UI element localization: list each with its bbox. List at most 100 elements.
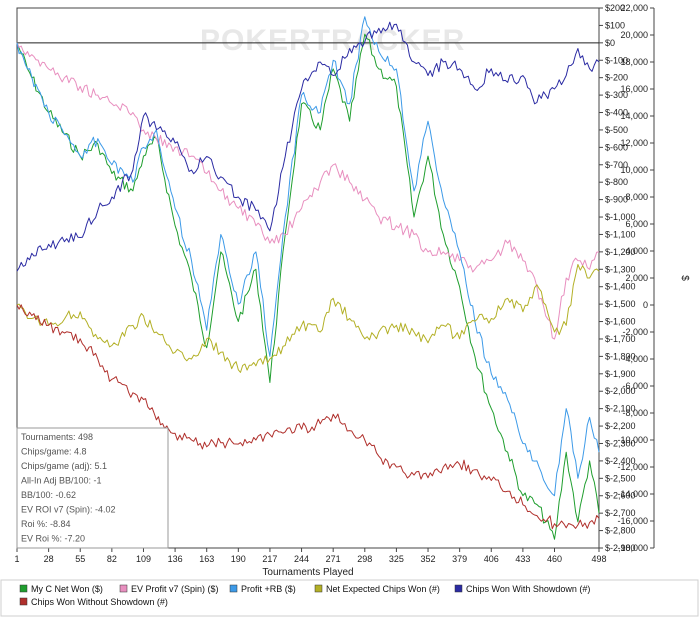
x-tick-label: 244 xyxy=(294,554,309,564)
left-y-tick-label: $-2,800 xyxy=(605,526,636,536)
left-y-tick-label: $-1,800 xyxy=(605,351,636,361)
stats-box-background xyxy=(16,427,169,549)
left-y-tick-label: $-700 xyxy=(605,160,628,170)
stats-line: BB/100: -0.62 xyxy=(21,490,76,500)
left-y-tick-label: $-2,200 xyxy=(605,421,636,431)
left-y-tick-label: $-500 xyxy=(605,125,628,135)
left-y-tick-label: $-1,300 xyxy=(605,264,636,274)
left-y-tick-label: $-2,100 xyxy=(605,404,636,414)
x-tick-label: 406 xyxy=(484,554,499,564)
right-y-tick-label: 16,000 xyxy=(620,84,648,94)
stats-line: Roi %: -8.84 xyxy=(21,519,71,529)
x-tick-label: 433 xyxy=(515,554,530,564)
x-tick-label: 217 xyxy=(262,554,277,564)
right-y-tick-label: 4,000 xyxy=(625,246,648,256)
x-axis-ticks: 1 28 55 82 109 136 163 190 217 244 271 298 325 352 379… xyxy=(14,548,607,564)
right-y-tick-label: -10,000 xyxy=(617,435,648,445)
x-tick-label: 271 xyxy=(326,554,341,564)
x-tick-label: 82 xyxy=(107,554,117,564)
left-y-tick-label: $-800 xyxy=(605,177,628,187)
x-tick-label: 136 xyxy=(168,554,183,564)
left-y-tick-label: $-2,000 xyxy=(605,386,636,396)
legend-label: Net Expected Chips Won (#) xyxy=(326,584,440,594)
legend-label: Chips Won With Showdown (#) xyxy=(466,584,590,594)
right-y-tick-label: 2,000 xyxy=(625,273,648,283)
stats-line: EV Roi %: -7.20 xyxy=(21,534,85,544)
legend-label: My C Net Won ($) xyxy=(31,584,103,594)
legend-box xyxy=(0,579,699,617)
series-line xyxy=(16,304,600,530)
right-y-tick-label: 14,000 xyxy=(620,111,648,121)
left-y-tick-label: $-1,100 xyxy=(605,229,636,239)
left-y-tick-label: $-1,200 xyxy=(605,247,636,257)
stats-line: All-In Adj BB/100: -1 xyxy=(21,476,102,486)
right-y-tick-label: 12,000 xyxy=(620,138,648,148)
left-y-tick-label: $-1,500 xyxy=(605,299,636,309)
right-y-tick-label: 8,000 xyxy=(625,192,648,202)
x-tick-label: 163 xyxy=(199,554,214,564)
left-y-tick-label: $-300 xyxy=(605,90,628,100)
right-y-tick-label: 0 xyxy=(643,300,648,310)
legend-label: EV Profit v7 (Spin) ($) xyxy=(131,584,219,594)
right-y-axis-title: $ xyxy=(679,275,690,281)
left-y-tick-label: $-2,600 xyxy=(605,491,636,501)
left-y-tick-label: $-2,500 xyxy=(605,473,636,483)
x-tick-label: 190 xyxy=(231,554,246,564)
legend-swatch xyxy=(119,584,128,593)
x-tick-label: 55 xyxy=(75,554,85,564)
left-y-tick-label: $-2,400 xyxy=(605,456,636,466)
stats-line: Chips/game: 4.8 xyxy=(21,447,87,457)
series-layer xyxy=(16,16,600,540)
right-y-tick-label: 18,000 xyxy=(620,57,648,67)
series-line xyxy=(16,42,600,340)
x-tick-label: 298 xyxy=(357,554,372,564)
left-y-tick-label: $-1,400 xyxy=(605,282,636,292)
x-tick-label: 28 xyxy=(44,554,54,564)
x-tick-label: 109 xyxy=(136,554,151,564)
stats-line: EV ROI v7 (Spin): -4.02 xyxy=(21,505,116,515)
plot-frame xyxy=(16,7,600,549)
left-y-tick-label: $100 xyxy=(605,20,625,30)
right-y-axis: 22,000 20,000 18,000 16,000 14,000 12,000 10,0… xyxy=(617,3,655,553)
legend-swatch xyxy=(19,597,28,606)
legend-swatch xyxy=(229,584,238,593)
x-tick-label: 325 xyxy=(389,554,404,564)
right-y-tick-label: 20,000 xyxy=(620,30,648,40)
x-axis-title: Tournaments Played xyxy=(262,567,353,578)
left-y-tick-label: $-600 xyxy=(605,142,628,152)
left-y-tick-label: $-900 xyxy=(605,195,628,205)
left-y-axis: $200 $100 $0 $-100 $-200 $-300 $-400 $-500 $-600… xyxy=(599,3,636,553)
stats-lines: Tournaments: 498 Chips/game: 4.8 Chips/gam… xyxy=(21,432,116,544)
left-y-tick-label: $-100 xyxy=(605,55,628,65)
left-y-tick-label: $-1,700 xyxy=(605,334,636,344)
x-tick-label: 460 xyxy=(547,554,562,564)
left-y-tick-label: $-200 xyxy=(605,73,628,83)
x-tick-label: 498 xyxy=(591,554,606,564)
legend-swatch xyxy=(454,584,463,593)
series-line xyxy=(16,33,600,540)
legend: My C Net Won ($) EV Profit v7 (Spin) ($) P… xyxy=(0,579,699,617)
left-y-tick-label: $-1,900 xyxy=(605,369,636,379)
left-y-tick-label: $-2,900 xyxy=(605,543,636,553)
x-tick-label: 379 xyxy=(452,554,467,564)
x-tick-label: 352 xyxy=(421,554,436,564)
right-y-tick-label: -4,000 xyxy=(622,354,648,364)
legend-label: Profit +RB ($) xyxy=(241,584,296,594)
legend-swatch xyxy=(19,584,28,593)
x-tick-label: 1 xyxy=(14,554,19,564)
stats-line: Chips/game (adj): 5.1 xyxy=(21,461,107,471)
series-line xyxy=(16,16,600,497)
stats-box: Tournaments: 498 Chips/game: 4.8 Chips/gam… xyxy=(16,427,169,549)
left-y-tick-label: $-1,600 xyxy=(605,317,636,327)
right-y-tick-label: 10,000 xyxy=(620,165,648,175)
right-y-tick-label: -2,000 xyxy=(622,327,648,337)
left-y-tick-label: $-2,300 xyxy=(605,438,636,448)
right-y-tick-label: 6,000 xyxy=(625,219,648,229)
legend-items: My C Net Won ($) EV Profit v7 (Spin) ($) P… xyxy=(19,584,590,607)
series-line xyxy=(16,21,600,272)
right-y-tick-label: -18,000 xyxy=(617,543,648,553)
legend-swatch xyxy=(314,584,323,593)
left-y-tick-label: $200 xyxy=(605,3,625,13)
right-y-tick-label: -12,000 xyxy=(617,462,648,472)
right-y-tick-label: -14,000 xyxy=(617,489,648,499)
